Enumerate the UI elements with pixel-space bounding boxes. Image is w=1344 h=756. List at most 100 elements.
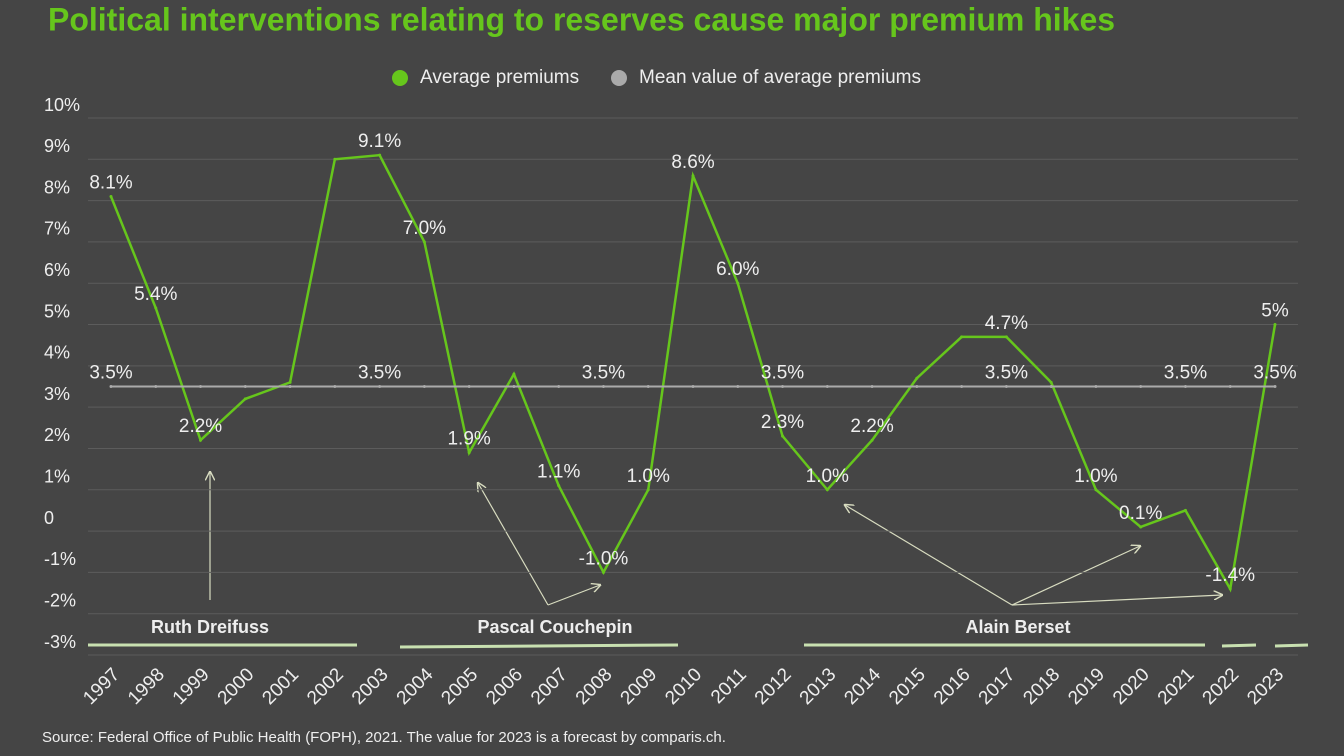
data-point xyxy=(333,385,337,388)
value-label: 1.9% xyxy=(447,429,490,450)
annotation-arrows xyxy=(210,472,1222,606)
value-label: -1.0% xyxy=(579,548,629,569)
y-tick-label: 4% xyxy=(44,343,70,363)
value-label: 8.6% xyxy=(671,152,714,173)
data-point xyxy=(1273,385,1277,388)
data-point xyxy=(825,385,829,388)
data-point xyxy=(512,372,516,376)
value-label: -1.4% xyxy=(1205,565,1255,586)
value-label: 1.0% xyxy=(1074,466,1117,487)
chart-title: Political interventions relating to rese… xyxy=(48,1,1115,37)
value-label: 9.1% xyxy=(358,131,401,152)
y-tick-label: -1% xyxy=(44,549,76,569)
value-label: 3.5% xyxy=(1253,363,1296,384)
data-point xyxy=(557,484,561,488)
data-point xyxy=(736,385,740,388)
value-label: 3.5% xyxy=(1164,363,1207,384)
value-label: 1.1% xyxy=(537,462,580,483)
value-label: 3.5% xyxy=(761,363,804,384)
data-point xyxy=(467,451,471,455)
data-point xyxy=(378,385,382,388)
data-point xyxy=(378,153,382,157)
data-point xyxy=(736,281,740,285)
value-label: 8.1% xyxy=(89,173,132,194)
data-point xyxy=(1004,335,1008,339)
y-tick-label: 3% xyxy=(44,384,70,404)
data-point xyxy=(1049,380,1053,384)
data-point xyxy=(646,385,650,388)
legend-label: Average premiums xyxy=(420,67,579,88)
data-point xyxy=(109,385,113,388)
y-tick-label: 8% xyxy=(44,177,70,197)
president-label: Ruth Dreifuss xyxy=(151,617,269,637)
value-label: 5.4% xyxy=(134,284,177,305)
value-label: 3.5% xyxy=(89,363,132,384)
value-label: 4.7% xyxy=(985,313,1028,334)
data-point xyxy=(1094,488,1098,492)
y-tick-label: -3% xyxy=(44,632,76,652)
data-point xyxy=(422,385,426,388)
data-point xyxy=(333,157,337,161)
data-point xyxy=(601,385,605,388)
data-point xyxy=(960,385,964,388)
data-point xyxy=(154,306,158,310)
data-point xyxy=(288,385,292,388)
source-note: Source: Federal Office of Public Health … xyxy=(42,729,726,746)
data-point xyxy=(243,397,247,401)
y-tick-label: 6% xyxy=(44,260,70,280)
data-point xyxy=(691,385,695,388)
data-point xyxy=(1183,385,1187,388)
data-point xyxy=(1139,525,1143,529)
data-point xyxy=(870,385,874,388)
president-label: Alain Berset xyxy=(965,617,1070,637)
data-point xyxy=(422,240,426,244)
data-point xyxy=(1183,508,1187,512)
y-tick-label: 9% xyxy=(44,136,70,156)
data-point xyxy=(646,488,650,492)
data-point xyxy=(1139,385,1143,388)
data-point xyxy=(109,194,113,198)
data-point xyxy=(781,385,785,388)
data-point xyxy=(825,488,829,492)
y-tick-label: 7% xyxy=(44,219,70,239)
data-point xyxy=(1228,385,1232,388)
value-label: 0.1% xyxy=(1119,503,1162,524)
legend-marker xyxy=(611,70,627,86)
y-tick-label: 1% xyxy=(44,467,70,487)
value-label: 6.0% xyxy=(716,259,759,280)
data-point xyxy=(1273,323,1277,327)
data-point xyxy=(1228,587,1232,591)
value-label: 7.0% xyxy=(403,218,446,239)
data-point xyxy=(915,376,919,380)
data-point xyxy=(243,385,247,388)
data-point xyxy=(557,385,561,388)
value-label: 5% xyxy=(1261,301,1289,322)
president-label: Pascal Couchepin xyxy=(477,617,632,637)
legend-marker xyxy=(392,70,408,86)
data-point xyxy=(512,385,516,388)
data-point xyxy=(915,385,919,388)
data-point xyxy=(1049,385,1053,388)
value-label: 2.2% xyxy=(850,416,893,437)
value-label: 1.0% xyxy=(627,466,670,487)
legend-label: Mean value of average premiums xyxy=(639,67,921,88)
y-tick-label: 0 xyxy=(44,508,54,528)
data-point xyxy=(781,434,785,438)
data-point xyxy=(467,385,471,388)
value-label: 1.0% xyxy=(806,466,849,487)
data-point xyxy=(870,438,874,442)
value-label: 3.5% xyxy=(582,363,625,384)
data-point xyxy=(154,385,158,388)
data-point xyxy=(601,570,605,574)
data-point xyxy=(199,385,203,388)
data-point xyxy=(691,174,695,178)
value-label: 2.3% xyxy=(761,412,804,433)
value-label: 3.5% xyxy=(985,363,1028,384)
y-tick-label: -2% xyxy=(44,590,76,610)
value-label: 3.5% xyxy=(358,363,401,384)
data-point xyxy=(288,380,292,384)
data-point xyxy=(960,335,964,339)
